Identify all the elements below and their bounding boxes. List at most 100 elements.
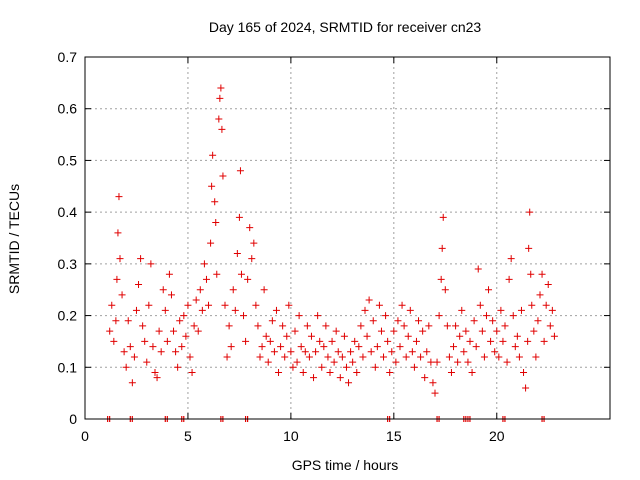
data-point xyxy=(291,327,299,335)
data-point xyxy=(375,301,383,309)
data-point xyxy=(468,368,476,376)
data-point xyxy=(157,348,165,356)
data-point xyxy=(237,270,245,278)
x-tick-label: 5 xyxy=(184,428,192,444)
data-point xyxy=(431,389,439,397)
data-point xyxy=(297,343,305,351)
data-point xyxy=(159,286,167,294)
data-point xyxy=(167,291,175,299)
data-point xyxy=(429,379,437,387)
data-point xyxy=(212,218,220,226)
data-point xyxy=(525,244,533,252)
data-point xyxy=(178,343,186,351)
data-point xyxy=(112,317,120,325)
data-point xyxy=(517,306,525,314)
data-point xyxy=(262,332,270,340)
x-tick-label: 20 xyxy=(489,428,505,444)
data-point xyxy=(147,260,155,268)
data-point xyxy=(530,327,538,335)
data-point xyxy=(106,327,114,335)
data-point xyxy=(320,343,328,351)
data-point xyxy=(231,306,239,314)
data-point xyxy=(402,353,410,361)
y-tick-label: 0.6 xyxy=(58,101,78,117)
data-point xyxy=(487,337,495,345)
y-tick-label: 0 xyxy=(69,411,77,427)
data-point xyxy=(108,301,116,309)
data-point xyxy=(229,286,237,294)
data-point xyxy=(369,317,377,325)
data-point xyxy=(314,312,322,320)
data-point xyxy=(211,198,219,206)
data-point xyxy=(491,348,499,356)
data-point xyxy=(221,301,229,309)
data-point xyxy=(423,348,431,356)
data-point xyxy=(213,270,221,278)
data-point xyxy=(303,322,311,330)
x-tick-label: 10 xyxy=(283,428,299,444)
data-point xyxy=(495,353,503,361)
data-point xyxy=(527,270,535,278)
data-point xyxy=(113,275,121,283)
data-point xyxy=(122,363,130,371)
data-point xyxy=(126,343,134,351)
axis-ticks: 0 0.1 0.2 0.3 0.4 0.5 0.6 0.7 0 5 10 15 20 xyxy=(58,49,610,444)
data-point xyxy=(254,322,262,330)
data-point xyxy=(318,363,326,371)
data-point xyxy=(361,306,369,314)
data-point xyxy=(460,348,468,356)
data-point xyxy=(373,343,381,351)
data-point xyxy=(390,327,398,335)
y-tick-label: 0.2 xyxy=(58,308,78,324)
y-axis-label: SRMTID / TECUs xyxy=(6,184,22,294)
chart-title: Day 165 of 2024, SRMTID for receiver cn2… xyxy=(209,19,482,35)
data-point xyxy=(367,348,375,356)
data-point xyxy=(458,306,466,314)
data-point xyxy=(540,337,548,345)
data-point xyxy=(205,301,213,309)
data-point xyxy=(215,115,223,123)
data-point xyxy=(332,327,340,335)
data-point xyxy=(270,348,278,356)
data-point xyxy=(437,275,445,283)
data-point xyxy=(466,337,474,345)
data-point xyxy=(198,306,206,314)
data-point xyxy=(526,208,534,216)
y-tick-label: 0.3 xyxy=(58,256,78,272)
data-point xyxy=(283,332,291,340)
data-point xyxy=(450,343,458,351)
data-point xyxy=(242,337,250,345)
data-point xyxy=(363,332,371,340)
data-point xyxy=(180,312,188,320)
data-point xyxy=(408,348,416,356)
data-point xyxy=(244,275,252,283)
data-point xyxy=(542,301,550,309)
data-point xyxy=(485,286,493,294)
data-point xyxy=(176,317,184,325)
data-point xyxy=(357,322,365,330)
data-point xyxy=(225,322,233,330)
data-point xyxy=(151,368,159,376)
data-point xyxy=(132,306,140,314)
data-point xyxy=(299,368,307,376)
data-point xyxy=(386,368,394,376)
data-point xyxy=(281,353,289,361)
data-point xyxy=(208,182,216,190)
data-point xyxy=(130,353,138,361)
data-point xyxy=(351,337,359,345)
data-point xyxy=(161,306,169,314)
data-point xyxy=(384,337,392,345)
data-point xyxy=(272,306,280,314)
data-point xyxy=(110,337,118,345)
data-point xyxy=(359,353,367,361)
data-point xyxy=(141,337,149,345)
data-point xyxy=(398,301,406,309)
data-point xyxy=(482,312,490,320)
data-point xyxy=(419,327,427,335)
data-point xyxy=(445,353,453,361)
data-point xyxy=(139,322,147,330)
data-point xyxy=(425,322,433,330)
data-point xyxy=(182,332,190,340)
data-point xyxy=(546,322,554,330)
